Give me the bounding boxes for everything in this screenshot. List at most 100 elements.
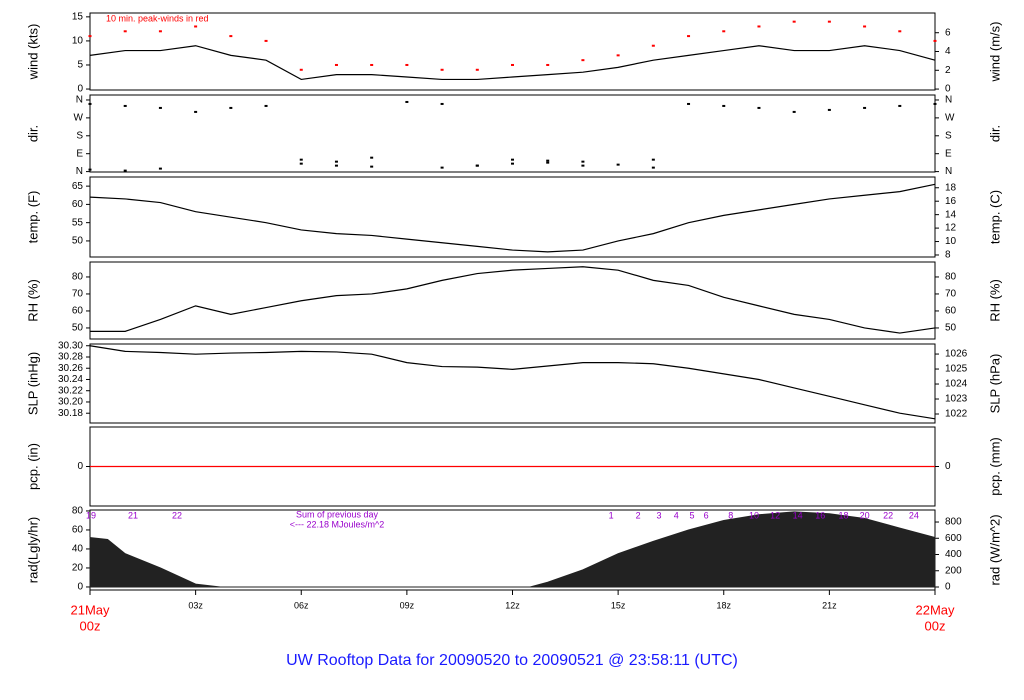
y2-tick-label: N bbox=[945, 95, 952, 106]
hour-marker: 2 bbox=[636, 510, 641, 520]
data-point bbox=[722, 104, 726, 107]
panel-frame bbox=[89, 343, 936, 424]
y-tick-label: W bbox=[74, 113, 84, 124]
annotation: <--- 22.18 MJoules/m^2 bbox=[290, 519, 385, 529]
y-tick-label: 40 bbox=[72, 544, 84, 555]
data-point bbox=[511, 63, 514, 66]
annotation: 10 min. peak-winds in red bbox=[106, 13, 209, 23]
data-point bbox=[651, 166, 655, 169]
x-tick-label: 15z bbox=[611, 600, 626, 610]
data-point bbox=[722, 30, 726, 33]
data-point bbox=[158, 30, 162, 33]
y-tick-label: 30.20 bbox=[58, 397, 83, 408]
y-tick-label: 0 bbox=[77, 461, 83, 472]
hour-marker: 8 bbox=[728, 510, 733, 520]
y-tick-label: 30.24 bbox=[58, 374, 83, 385]
data-point bbox=[863, 106, 867, 109]
line bbox=[89, 183, 936, 253]
y-tick-label: 50 bbox=[72, 323, 84, 334]
data-point bbox=[792, 110, 796, 113]
data-point bbox=[546, 63, 550, 66]
data-point bbox=[123, 30, 127, 33]
data-point bbox=[475, 164, 479, 167]
data-point bbox=[88, 168, 92, 171]
hour-marker: 18 bbox=[838, 510, 848, 520]
panel-frame bbox=[89, 94, 936, 173]
hour-marker: 3 bbox=[656, 510, 661, 520]
y-tick-label: N bbox=[76, 166, 83, 177]
data-point bbox=[651, 44, 655, 47]
data-point bbox=[440, 68, 444, 71]
y2-tick-label: 50 bbox=[945, 323, 957, 334]
data-point bbox=[511, 158, 514, 161]
data-point bbox=[158, 106, 162, 109]
data-point bbox=[581, 160, 585, 163]
y-tick-label: 80 bbox=[72, 272, 84, 283]
hour-marker: 19 bbox=[86, 510, 96, 520]
data-point bbox=[88, 102, 92, 105]
data-point bbox=[440, 102, 444, 105]
y-tick-label: 30.26 bbox=[58, 363, 83, 374]
data-point bbox=[757, 25, 761, 28]
y-tick-label: N bbox=[76, 95, 83, 106]
hour-marker: 10 bbox=[749, 510, 759, 520]
hour-marker: 24 bbox=[909, 510, 919, 520]
y-tick-label: 60 bbox=[72, 525, 84, 536]
hour-marker: 22 bbox=[172, 510, 182, 520]
y2-tick-label: S bbox=[945, 130, 952, 141]
y-tick-label: 50 bbox=[72, 236, 84, 247]
data-point bbox=[370, 165, 374, 168]
y2-tick-label: 0 bbox=[945, 461, 951, 472]
y-tick-label: 30.18 bbox=[58, 408, 83, 419]
y2-tick-label: 60 bbox=[945, 306, 957, 317]
y2-axis-label: temp. (C) bbox=[987, 190, 1002, 244]
line bbox=[89, 45, 936, 81]
data-point bbox=[933, 102, 937, 105]
y2-tick-label: E bbox=[945, 148, 952, 159]
x-tick-label: 12z bbox=[505, 600, 520, 610]
data-point bbox=[863, 25, 867, 28]
data-point bbox=[581, 164, 585, 167]
y-tick-label: 55 bbox=[72, 217, 84, 228]
data-point bbox=[123, 104, 127, 107]
data-point bbox=[334, 63, 338, 66]
data-point bbox=[299, 68, 303, 71]
data-point bbox=[370, 63, 374, 66]
y-tick-label: 30.30 bbox=[58, 340, 83, 351]
hour-marker: 14 bbox=[793, 510, 803, 520]
data-point bbox=[88, 35, 92, 38]
y2-axis-label: pcp. (mm) bbox=[987, 437, 1002, 496]
data-point bbox=[546, 159, 550, 162]
y2-tick-label: N bbox=[945, 166, 952, 177]
data-point bbox=[511, 162, 514, 165]
x-tick-label: 09z bbox=[400, 600, 415, 610]
data-point bbox=[898, 30, 902, 33]
x-tick-label: 21z bbox=[822, 600, 837, 610]
y2-tick-label: 0 bbox=[945, 84, 951, 95]
data-point bbox=[158, 167, 162, 170]
y2-tick-label: 400 bbox=[945, 549, 962, 560]
data-point bbox=[440, 166, 444, 169]
data-point bbox=[405, 100, 409, 103]
data-point bbox=[264, 39, 268, 42]
chart-title: UW Rooftop Data for 20090520 to 20090521… bbox=[286, 652, 738, 669]
data-point bbox=[687, 102, 691, 105]
x-tick-label: 00z bbox=[925, 618, 946, 633]
data-point bbox=[475, 68, 479, 71]
data-point bbox=[370, 156, 374, 159]
data-point bbox=[651, 158, 655, 161]
y2-tick-label: 1026 bbox=[945, 349, 968, 360]
y-tick-label: 15 bbox=[72, 11, 84, 22]
data-point bbox=[405, 63, 409, 66]
y-tick-label: 10 bbox=[72, 36, 84, 47]
y2-axis-label: rad (W/m^2) bbox=[987, 514, 1002, 585]
y-axis-label: RH (%) bbox=[25, 279, 40, 322]
y-tick-label: 30.28 bbox=[58, 352, 83, 363]
y-tick-label: 5 bbox=[77, 60, 83, 71]
y-tick-label: 30.22 bbox=[58, 385, 83, 396]
area bbox=[89, 511, 936, 588]
x-tick-label: 03z bbox=[188, 600, 203, 610]
data-point bbox=[827, 20, 831, 23]
data-point bbox=[581, 59, 585, 62]
